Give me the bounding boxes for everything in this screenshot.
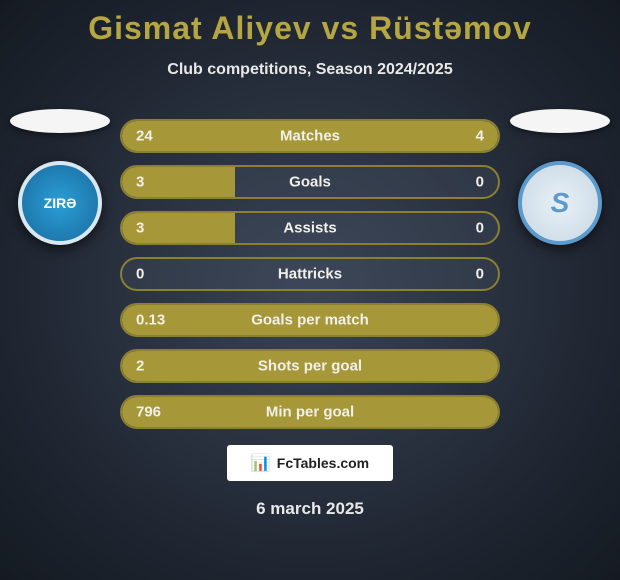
stat-value-left: 0.13 [136,312,165,329]
stat-row: 0 Hattricks 0 [120,257,500,291]
stat-row: 3 Assists 0 [120,211,500,245]
player-left-badge: ZIRƏ [10,109,110,245]
fill-right [423,121,498,151]
stat-value-left: 2 [136,358,144,375]
stat-value-right: 0 [476,266,484,283]
stat-value-left: 3 [136,174,144,191]
club-logo-right: S [518,161,602,245]
stat-row: 0.13 Goals per match [120,303,500,337]
flag-left [10,109,110,133]
stat-row: 24 Matches 4 [120,119,500,153]
stat-value-left: 796 [136,404,161,421]
stat-value-left: 0 [136,266,144,283]
stat-label: Goals [289,174,331,191]
fill-left [122,121,423,151]
watermark-text: FcTables.com [277,455,369,471]
watermark: 📊 FcTables.com [227,445,393,481]
subtitle: Club competitions, Season 2024/2025 [0,61,620,79]
stat-value-left: 24 [136,128,153,145]
stat-label: Assists [283,220,336,237]
stat-row: 2 Shots per goal [120,349,500,383]
chart-icon: 📊 [251,453,271,473]
club-logo-left: ZIRƏ [18,161,102,245]
stat-value-right: 0 [476,174,484,191]
stat-label: Matches [280,128,340,145]
stat-row: 3 Goals 0 [120,165,500,199]
stats-container: 24 Matches 4 3 Goals 0 3 Assists 0 0 Hattricks 0 0.1… [120,119,500,429]
comparison-panel: ZIRƏ S 24 Matches 4 3 Goals 0 3 Assists 0 0 Hattri… [0,119,620,519]
player-right-badge: S [510,109,610,245]
stat-label: Hattricks [278,266,342,283]
date-label: 6 march 2025 [0,499,620,519]
stat-label: Shots per goal [258,358,362,375]
stat-label: Min per goal [266,404,354,421]
stat-value-right: 4 [476,128,484,145]
flag-right [510,109,610,133]
stat-row: 796 Min per goal [120,395,500,429]
stat-label: Goals per match [251,312,369,329]
page-title: Gismat Aliyev vs Rüstəmov [0,0,620,47]
stat-value-right: 0 [476,220,484,237]
stat-value-left: 3 [136,220,144,237]
